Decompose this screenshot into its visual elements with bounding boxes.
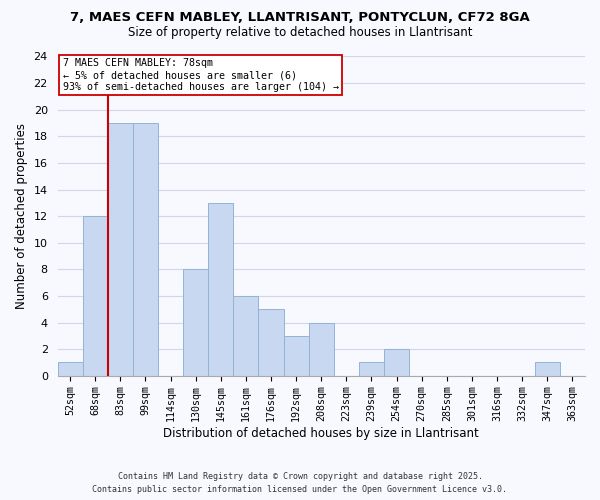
Bar (133, 123, 158, 376)
Text: 7, MAES CEFN MABLEY, LLANTRISANT, PONTYCLUN, CF72 8GA: 7, MAES CEFN MABLEY, LLANTRISANT, PONTYC… (70, 11, 530, 24)
X-axis label: Distribution of detached houses by size in Llantrisant: Distribution of detached houses by size … (163, 427, 479, 440)
Bar (183, 270, 208, 376)
Text: 7 MAES CEFN MABLEY: 78sqm
← 5% of detached houses are smaller (6)
93% of semi-de: 7 MAES CEFN MABLEY: 78sqm ← 5% of detach… (62, 58, 338, 92)
Bar (535, 362, 560, 376)
Bar (83, 216, 108, 376)
Bar (58, 362, 83, 376)
Text: Size of property relative to detached houses in Llantrisant: Size of property relative to detached ho… (128, 26, 472, 39)
Bar (108, 123, 133, 376)
Bar (384, 349, 409, 376)
Y-axis label: Number of detached properties: Number of detached properties (15, 123, 28, 309)
Bar (259, 309, 284, 376)
Bar (233, 296, 259, 376)
Bar (309, 322, 334, 376)
Bar (284, 336, 309, 376)
Bar (208, 203, 233, 376)
Bar (359, 362, 384, 376)
Text: Contains HM Land Registry data © Crown copyright and database right 2025.
Contai: Contains HM Land Registry data © Crown c… (92, 472, 508, 494)
